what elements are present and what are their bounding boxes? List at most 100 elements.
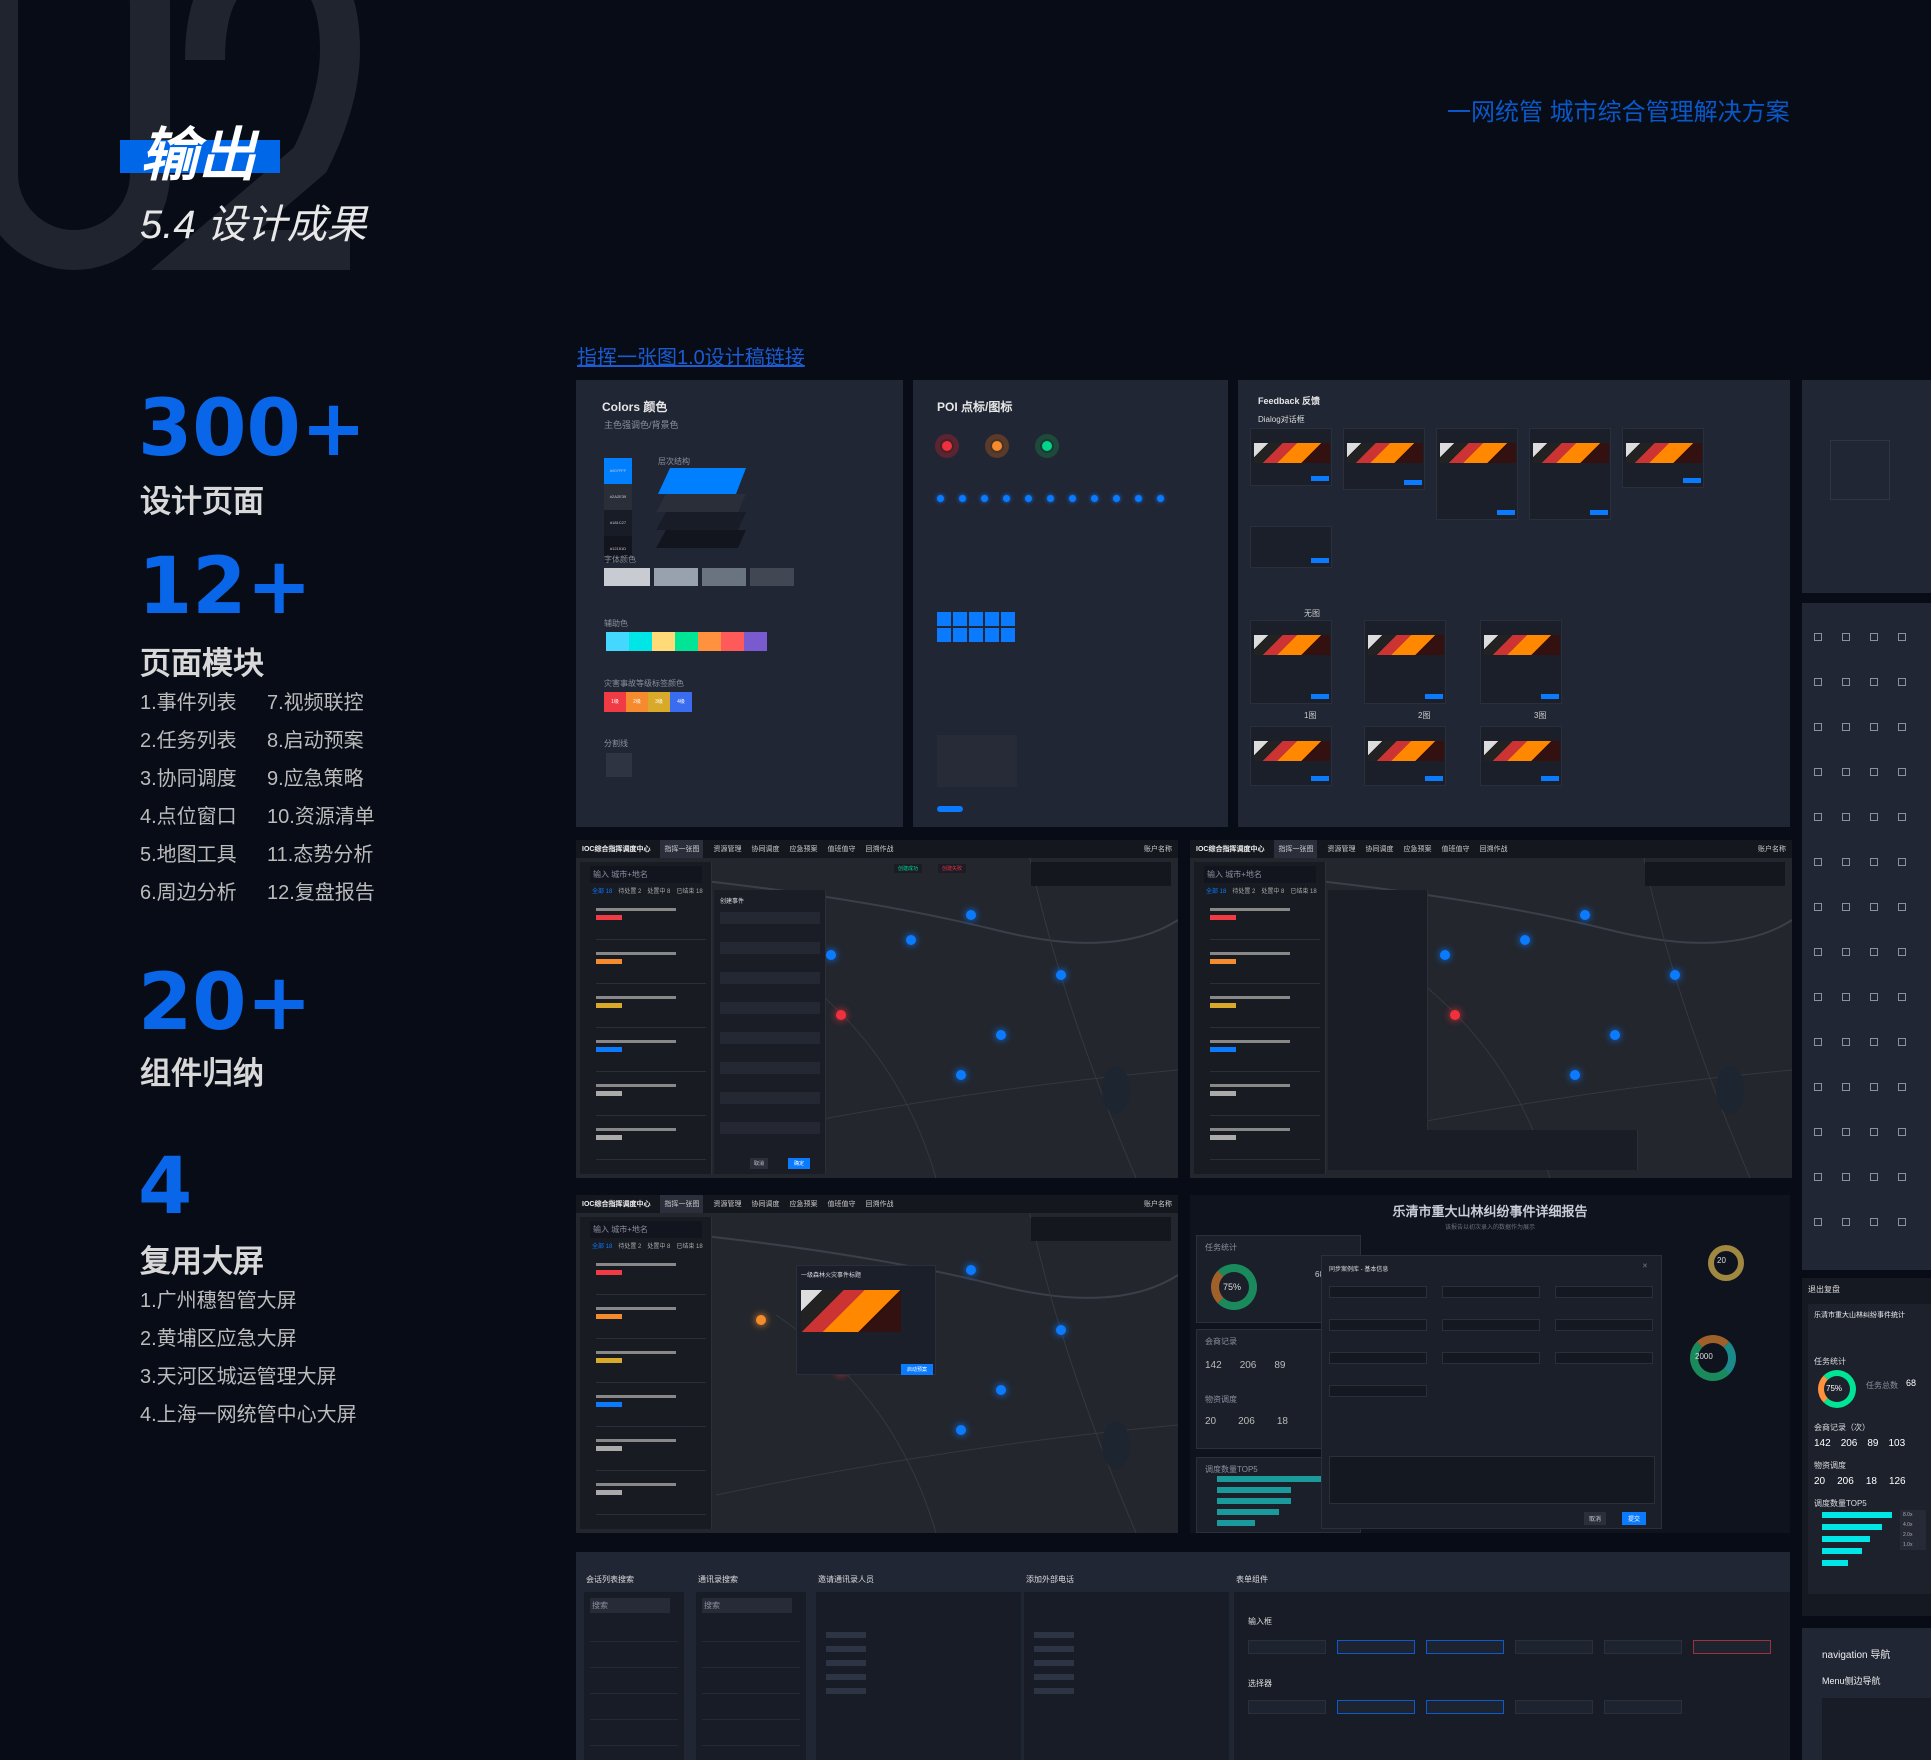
org-item[interactable]	[826, 1660, 866, 1666]
map-marker-icon[interactable]	[956, 1425, 966, 1435]
list-tab[interactable]: 待处置 2	[1232, 889, 1256, 895]
tool-icon[interactable]	[1814, 678, 1822, 686]
nav-tab[interactable]: 协同调度	[751, 1201, 780, 1208]
org-item[interactable]	[1034, 1660, 1074, 1666]
nav-tab[interactable]: 资源管理	[713, 846, 742, 853]
contact-item[interactable]	[590, 1726, 678, 1746]
tool-icon[interactable]	[1898, 993, 1906, 1001]
speed-option[interactable]: 2.0x	[1903, 1532, 1913, 1538]
map-marker-icon[interactable]	[906, 935, 916, 945]
list-tab[interactable]: 已结束 18	[1290, 889, 1317, 895]
input-field[interactable]	[1426, 1640, 1504, 1654]
form-field[interactable]	[1329, 1286, 1427, 1298]
select-field[interactable]	[1248, 1700, 1326, 1714]
search-input[interactable]: 输入 城市+地名	[590, 866, 702, 883]
input-field[interactable]	[1604, 1640, 1682, 1654]
tool-icon[interactable]	[1870, 903, 1878, 911]
select-field[interactable]	[1604, 1700, 1682, 1714]
cancel-button[interactable]: 取消	[750, 1158, 769, 1169]
org-item[interactable]	[826, 1688, 866, 1694]
nav-tab[interactable]: 值班值守	[827, 846, 856, 853]
confirm-button[interactable]	[1311, 476, 1329, 481]
exit-replay-button[interactable]: 退出复盘	[1808, 1285, 1840, 1294]
form-field[interactable]	[720, 1122, 820, 1134]
list-tab[interactable]: 全部 18	[592, 1244, 613, 1250]
description-textarea[interactable]	[1329, 1456, 1655, 1504]
nav-tab[interactable]: 值班值守	[827, 1201, 856, 1208]
list-item[interactable]	[1210, 1080, 1320, 1116]
contact-item[interactable]	[590, 1622, 678, 1642]
tool-icon[interactable]	[1842, 1083, 1850, 1091]
contact-item[interactable]	[702, 1726, 800, 1746]
tool-icon[interactable]	[1814, 993, 1822, 1001]
map-toolbar[interactable]	[1645, 862, 1785, 886]
tool-icon[interactable]	[1814, 1173, 1822, 1181]
form-field[interactable]	[1442, 1352, 1540, 1364]
map-marker-icon[interactable]	[836, 1010, 846, 1020]
user-name[interactable]: 账户名称	[1144, 1201, 1172, 1208]
tool-icon[interactable]	[1814, 1083, 1822, 1091]
list-tab[interactable]: 全部 18	[592, 889, 613, 895]
tool-icon[interactable]	[1870, 768, 1878, 776]
nav-tab[interactable]: 应急预案	[789, 1201, 818, 1208]
nav-tab[interactable]: 指挥一张图	[660, 840, 704, 858]
tool-icon[interactable]	[1814, 633, 1822, 641]
form-field[interactable]	[1555, 1319, 1653, 1331]
org-item[interactable]	[1034, 1646, 1074, 1652]
form-field[interactable]	[720, 1032, 820, 1044]
list-item[interactable]	[1210, 904, 1320, 940]
user-name[interactable]: 账户名称	[1144, 846, 1172, 853]
tool-icon[interactable]	[1870, 678, 1878, 686]
select-field[interactable]	[1426, 1700, 1504, 1714]
confirm-button[interactable]	[1311, 776, 1329, 781]
nav-tab[interactable]: 回溯作战	[865, 846, 894, 853]
list-tab[interactable]: 处置中 8	[1261, 889, 1285, 895]
search-input[interactable]: 输入 城市+地名	[590, 1221, 702, 1238]
nav-tab[interactable]: 协同调度	[751, 846, 780, 853]
list-item[interactable]	[1210, 1124, 1320, 1160]
tool-icon[interactable]	[1814, 1218, 1822, 1226]
form-field[interactable]	[1329, 1385, 1427, 1397]
org-item[interactable]	[826, 1674, 866, 1680]
tool-icon[interactable]	[1814, 858, 1822, 866]
tool-icon[interactable]	[1842, 858, 1850, 866]
nav-tab[interactable]: 协同调度	[1365, 846, 1394, 853]
nav-tab[interactable]: 指挥一张图	[1274, 840, 1318, 858]
list-item[interactable]	[596, 1347, 706, 1383]
list-item[interactable]	[1210, 948, 1320, 984]
confirm-button[interactable]	[1311, 694, 1329, 699]
map-marker-icon[interactable]	[956, 1070, 966, 1080]
org-item[interactable]	[1034, 1632, 1074, 1638]
tool-icon[interactable]	[1898, 768, 1906, 776]
tool-icon[interactable]	[1870, 1173, 1878, 1181]
confirm-button[interactable]	[1425, 776, 1443, 781]
input-field[interactable]	[1515, 1640, 1593, 1654]
contact-item[interactable]	[702, 1674, 800, 1694]
form-field[interactable]	[1442, 1319, 1540, 1331]
list-item[interactable]	[1210, 1036, 1320, 1072]
tool-icon[interactable]	[1870, 723, 1878, 731]
tool-icon[interactable]	[1898, 1128, 1906, 1136]
tool-icon[interactable]	[1870, 813, 1878, 821]
map-toolbar[interactable]	[1031, 1217, 1171, 1241]
confirm-button[interactable]	[1590, 510, 1608, 515]
tool-icon[interactable]	[1898, 903, 1906, 911]
tool-icon[interactable]	[1842, 813, 1850, 821]
form-field[interactable]	[1442, 1286, 1540, 1298]
tool-icon[interactable]	[1870, 633, 1878, 641]
user-name[interactable]: 账户名称	[1758, 846, 1786, 853]
design-link[interactable]: 指挥一张图1.0设计稿链接	[577, 347, 805, 369]
form-field[interactable]	[720, 1062, 820, 1074]
form-field[interactable]	[1555, 1352, 1653, 1364]
tool-icon[interactable]	[1870, 1038, 1878, 1046]
input-field[interactable]	[1337, 1640, 1415, 1654]
list-item[interactable]	[596, 904, 706, 940]
list-item[interactable]	[596, 1036, 706, 1072]
tool-icon[interactable]	[1842, 993, 1850, 1001]
nav-tab[interactable]: 值班值守	[1441, 846, 1470, 853]
tool-icon[interactable]	[1870, 993, 1878, 1001]
tool-icon[interactable]	[1842, 1218, 1850, 1226]
map-marker-icon[interactable]	[1520, 935, 1530, 945]
org-item[interactable]	[1034, 1688, 1074, 1694]
list-tab[interactable]: 处置中 8	[647, 889, 671, 895]
